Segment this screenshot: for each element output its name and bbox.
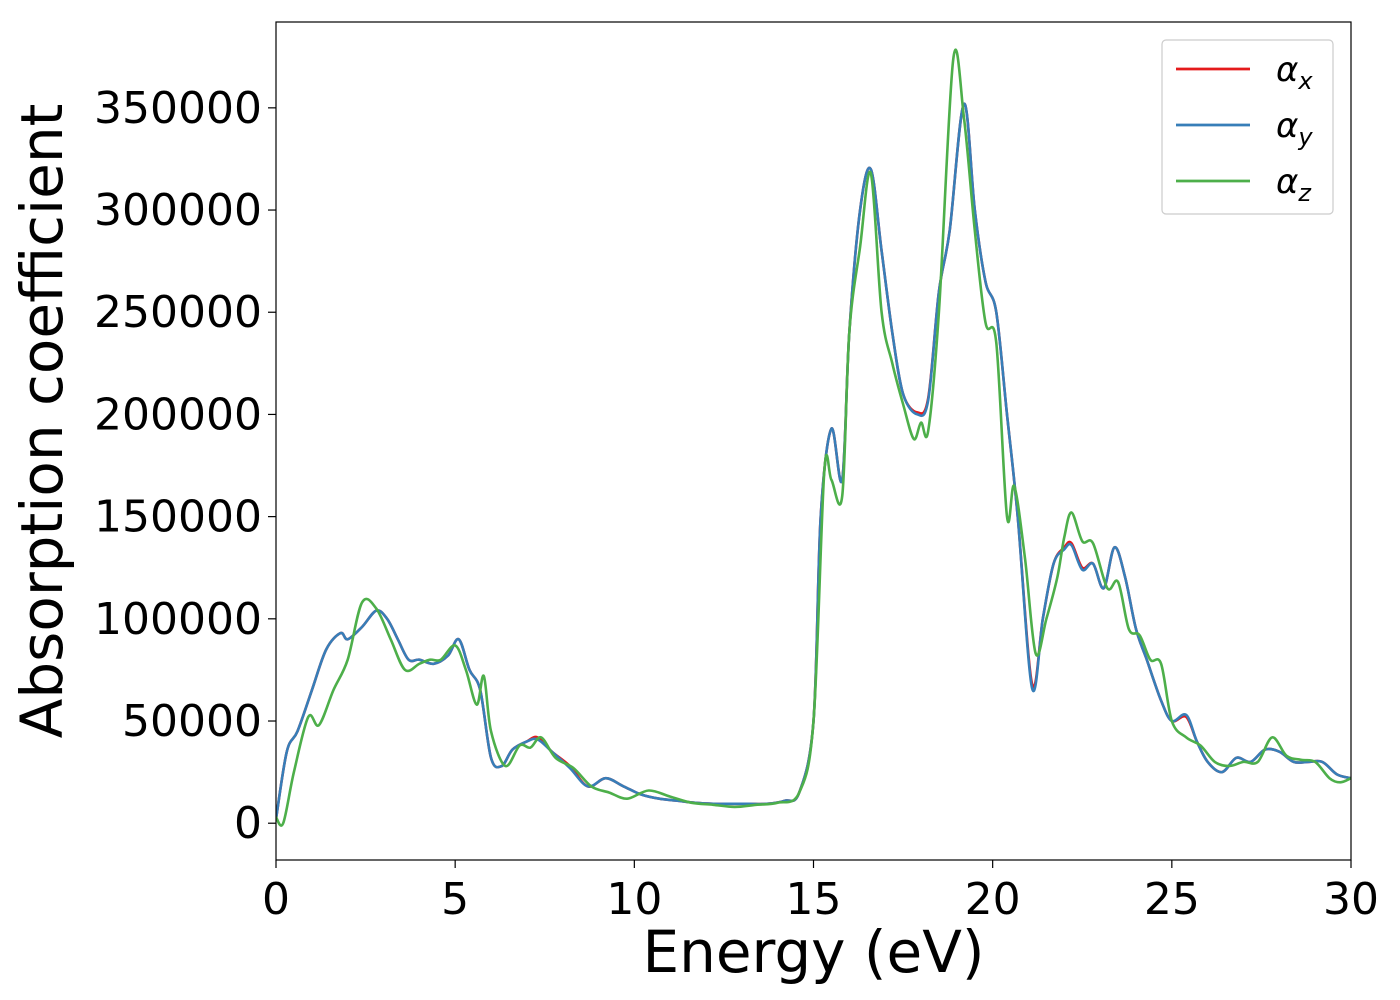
x-tick-label: 0 xyxy=(262,874,290,925)
legend: αx αy αz xyxy=(1161,39,1334,215)
y-tick-label: 300000 xyxy=(94,185,262,236)
legend-label-alpha-z: αz xyxy=(1276,162,1312,207)
y-tick-label: 150000 xyxy=(94,492,262,543)
x-tick-label: 5 xyxy=(441,874,469,925)
y-tick-label: 0 xyxy=(234,798,262,849)
x-tick-label: 10 xyxy=(606,874,662,925)
x-tick-label: 25 xyxy=(1144,874,1200,925)
x-tick-label: 30 xyxy=(1323,874,1379,925)
x-tick-label: 15 xyxy=(786,874,842,925)
y-axis: 0 50000 100000 150000 200000 250000 300000 3500… xyxy=(94,83,276,849)
x-axis-label: Energy (eV) xyxy=(642,918,984,986)
y-tick-label: 100000 xyxy=(94,594,262,645)
series-line-alpha-y xyxy=(276,102,1351,820)
y-tick-label: 250000 xyxy=(94,287,262,338)
legend-box xyxy=(1161,39,1334,215)
y-axis-label: Absorption coefficient xyxy=(8,104,76,739)
y-tick-label: 50000 xyxy=(122,696,262,747)
x-tick-label: 20 xyxy=(965,874,1021,925)
series-line-alpha-z xyxy=(276,48,1351,827)
legend-label-alpha-x: αx xyxy=(1276,50,1313,95)
y-tick-label: 200000 xyxy=(94,389,262,440)
series-layer xyxy=(276,48,1351,827)
y-tick-label: 350000 xyxy=(94,83,262,134)
legend-label-alpha-y: αy xyxy=(1276,106,1313,151)
x-axis: 0 5 10 15 20 25 30 xyxy=(262,860,1379,925)
